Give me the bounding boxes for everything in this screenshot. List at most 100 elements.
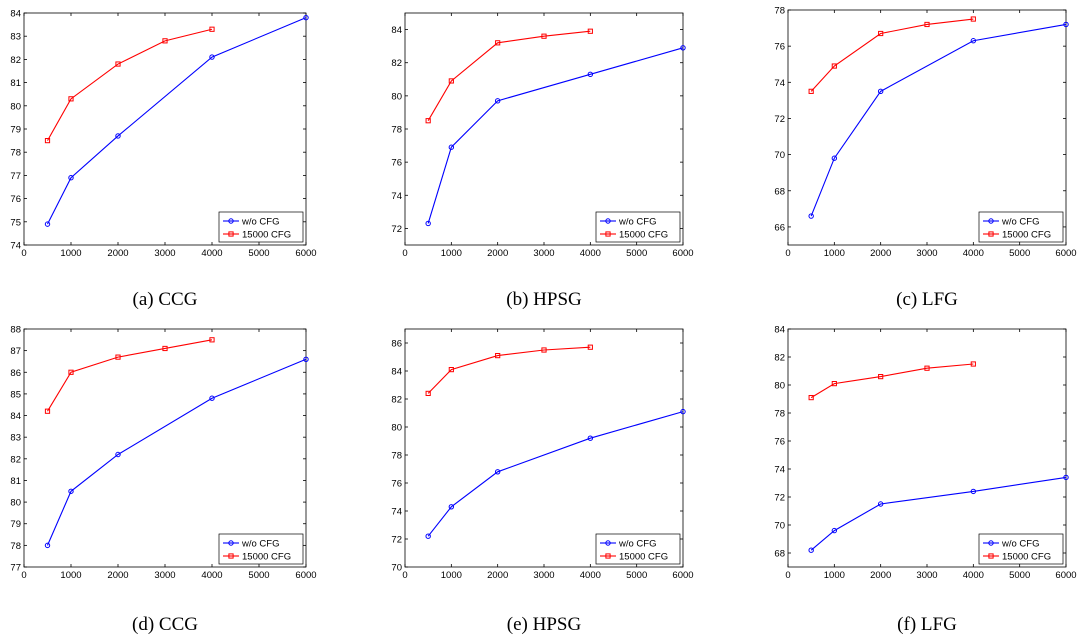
data-point xyxy=(878,374,884,380)
legend-label: w/o CFG xyxy=(1001,216,1039,227)
x-tick-label: 1000 xyxy=(441,248,462,259)
data-point xyxy=(115,451,121,458)
x-tick-label: 5000 xyxy=(1009,570,1030,581)
data-point xyxy=(831,155,838,161)
data-point xyxy=(68,96,74,102)
x-tick-label: 6000 xyxy=(672,248,693,259)
legend-label: 15000 CFG xyxy=(242,229,291,240)
x-tick-label: 1000 xyxy=(824,570,845,581)
legend-label: w/o CFG xyxy=(1001,538,1039,549)
series-line-2 xyxy=(810,363,974,399)
data-point xyxy=(448,144,455,150)
y-tick-label: 80 xyxy=(391,91,402,102)
legend-label: 15000 CFG xyxy=(1002,229,1051,240)
data-point xyxy=(209,26,215,32)
y-tick-label: 75 xyxy=(10,217,21,228)
y-tick-label: 78 xyxy=(391,451,402,462)
data-point xyxy=(831,527,838,534)
plot-frame xyxy=(404,328,684,568)
chart-panel-f: 0 1000 2000 3000 4000 5000 6000 68 70 72 74 76 78 80 8… xyxy=(774,325,1076,636)
legend-marker xyxy=(988,231,994,237)
data-point xyxy=(541,347,547,353)
data-point xyxy=(494,469,501,475)
x-tick-label: 4000 xyxy=(963,248,984,259)
data-point xyxy=(924,365,930,371)
y-tick-label: 84 xyxy=(10,411,21,422)
x-tick-label: 4000 xyxy=(580,570,601,581)
data-point xyxy=(587,28,593,34)
data-point xyxy=(808,547,814,553)
data-point xyxy=(680,45,686,51)
y-tick-label: 88 xyxy=(10,325,21,336)
y-tick-label: 78 xyxy=(774,6,785,17)
y-tick-label: 74 xyxy=(774,78,785,89)
x-tick-label: 5000 xyxy=(1009,248,1030,259)
x-tick-label: 1000 xyxy=(824,248,845,259)
legend-label: 15000 CFG xyxy=(619,551,668,562)
y-tick-label: 82 xyxy=(10,55,21,66)
x-tick-label: 3000 xyxy=(916,570,937,581)
data-point xyxy=(209,54,215,60)
x-tick-label: 6000 xyxy=(1055,248,1076,259)
legend-marker xyxy=(228,218,234,224)
data-point xyxy=(209,395,215,401)
y-tick-label: 85 xyxy=(10,389,21,400)
y-tick-label: 80 xyxy=(774,381,785,392)
data-point xyxy=(448,78,454,84)
y-tick-label: 78 xyxy=(774,409,785,420)
y-tick-label: 83 xyxy=(10,433,21,444)
y-tick-label: 76 xyxy=(10,194,21,205)
x-tick-label: 4000 xyxy=(201,248,222,259)
series-line-1 xyxy=(47,17,307,225)
y-tick-label: 84 xyxy=(10,9,21,20)
y-tick-label: 83 xyxy=(10,32,21,43)
data-point xyxy=(44,542,51,549)
legend-marker xyxy=(228,553,234,559)
x-tick-label: 2000 xyxy=(870,570,891,581)
y-tick-label: 76 xyxy=(391,479,402,490)
data-point xyxy=(877,88,884,95)
x-tick-label: 5000 xyxy=(626,248,647,259)
legend-box xyxy=(218,211,304,243)
x-tick-label: 5000 xyxy=(248,248,269,259)
data-point xyxy=(877,501,884,507)
data-point xyxy=(425,220,431,227)
data-point xyxy=(587,71,594,78)
x-tick-label: 5000 xyxy=(626,570,647,581)
x-tick-label: 3000 xyxy=(533,570,554,581)
chart-panel-a: 0 1000 2000 3000 4000 5000 6000 74 75 76 77 78 79 80 8… xyxy=(10,9,316,311)
legend-marker xyxy=(605,218,611,224)
data-point xyxy=(162,38,168,44)
legend: w/o CFG 15000 CFG xyxy=(218,211,304,243)
y-tick-label: 84 xyxy=(391,25,402,36)
y-tick-label: 78 xyxy=(391,125,402,136)
y-tick-label: 86 xyxy=(10,368,21,379)
y-tick-label: 82 xyxy=(774,353,785,364)
data-point xyxy=(831,381,837,387)
legend-marker xyxy=(988,553,994,559)
x-tick-label: 2000 xyxy=(107,248,128,259)
chart-panel-d: 0 1000 2000 3000 4000 5000 6000 77 78 79 80 81 82 83 8… xyxy=(10,325,316,636)
data-point xyxy=(115,61,121,67)
x-tick-label: 0 xyxy=(402,248,407,259)
data-point xyxy=(303,14,309,21)
x-tick-label: 0 xyxy=(21,248,26,259)
legend-marker xyxy=(988,218,994,224)
x-tick-label: 2000 xyxy=(487,248,508,259)
data-point xyxy=(162,345,168,352)
legend-box xyxy=(978,211,1064,243)
y-tick-label: 76 xyxy=(774,42,785,53)
x-tick-label: 4000 xyxy=(580,248,601,259)
legend-box xyxy=(978,533,1064,565)
data-point xyxy=(68,488,74,494)
panel-caption: (a) CCG xyxy=(133,289,198,310)
series-line-1 xyxy=(427,411,684,537)
data-point xyxy=(924,21,930,28)
panel-caption: (e) HPSG xyxy=(507,614,582,635)
data-point xyxy=(494,98,501,104)
plot-frame xyxy=(787,328,1067,568)
series-line-2 xyxy=(47,339,213,412)
data-point xyxy=(878,30,884,37)
x-tick-label: 3000 xyxy=(533,248,554,259)
